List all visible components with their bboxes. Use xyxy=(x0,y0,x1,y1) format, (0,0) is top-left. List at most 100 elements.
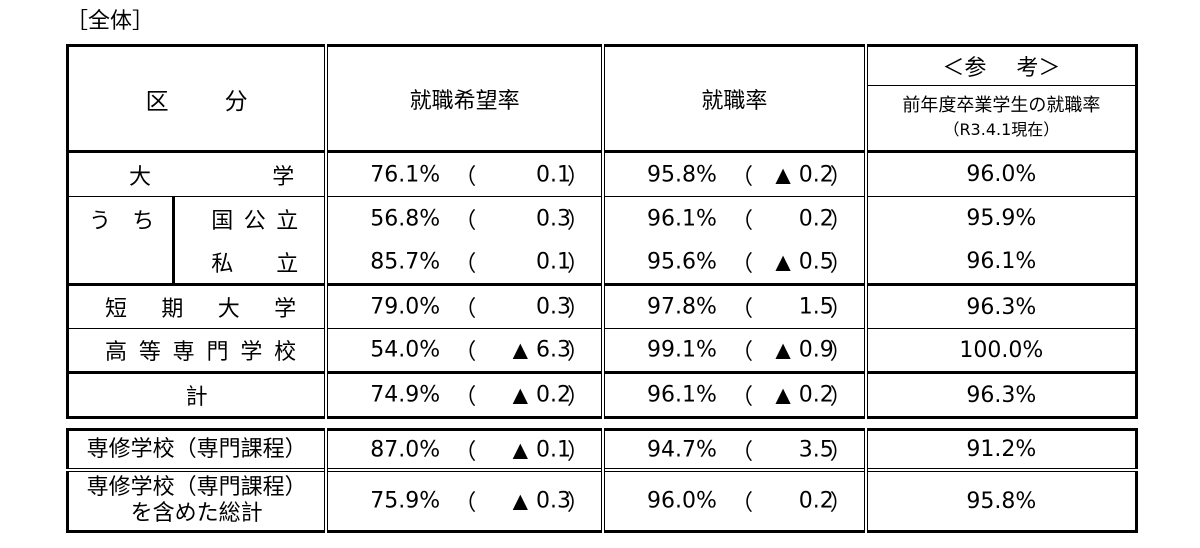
table-row-total: 計 74.9% （ ▲ 0.2 ） 96.1% （ ▲ 0.2 ） 96.3% xyxy=(67,371,1137,418)
table-row-senshu: 専修学校（専門課程） 87.0% （ ▲ 0.1 ） 94.7% （ 3.5 ） … xyxy=(68,429,1137,470)
paren-open: （ xyxy=(730,251,753,277)
row-label-line1: 専修学校（専門課程） xyxy=(86,475,307,500)
row-label: 短 期 大 学 xyxy=(67,283,327,329)
row-label-char: 国 xyxy=(211,208,234,234)
desire-diff: 0.1 xyxy=(535,162,571,187)
employment-rate-table: 区 分 就職希望率 就職率 ＜参 考＞ 前年度卒業学生の就職率 （R3.4.1現… xyxy=(66,44,1138,419)
paren-open: （ xyxy=(454,251,477,277)
row-label-char: 学 xyxy=(272,164,295,190)
table-row-grand-total: 専修学校（専門課程） を含めた総計 75.9% （ ▲ 0.3 ） 96.0% （… xyxy=(67,468,1137,532)
paren-open: （ xyxy=(730,439,753,465)
row-label-char: 高 xyxy=(105,340,128,365)
desire-rate: 56.8% xyxy=(370,206,441,231)
paren-open: （ xyxy=(454,164,477,190)
header-row: 区 分 就職希望率 就職率 ＜参 考＞ 前年度卒業学生の就職率 （R3.4.1現… xyxy=(68,45,1137,152)
paren-close: ） xyxy=(829,439,852,465)
employment-rate: 95.8% xyxy=(646,162,717,187)
vocational-school-table: 専修学校（専門課程） 87.0% （ ▲ 0.1 ） 94.7% （ 3.5 ） … xyxy=(66,428,1138,533)
row-label: 大 学 xyxy=(67,150,327,197)
uchi-char: う xyxy=(89,208,112,234)
employment-rate: 95.6% xyxy=(646,249,717,274)
paren-close: ） xyxy=(566,491,589,516)
desire-diff: 0.3 xyxy=(535,206,571,231)
reference-rate: 96.3% xyxy=(863,283,1137,329)
reference-rate: 96.0% xyxy=(863,150,1137,197)
paren-open: （ xyxy=(730,385,753,410)
desire-diff: 0.3 xyxy=(535,488,571,514)
employment-diff: 0.5 xyxy=(798,249,834,274)
reference-line2: （R3.4.1現在） xyxy=(943,120,1060,139)
employment-cell: 95.6% （ ▲ 0.5 ） xyxy=(600,240,866,285)
header-category-char: 区 xyxy=(145,88,169,115)
row-label-char: 公 xyxy=(243,208,266,234)
header-job-desire-rate: 就職希望率 xyxy=(324,45,603,152)
row-label-char: 立 xyxy=(276,208,299,234)
desire-rate: 54.0% xyxy=(370,337,441,363)
row-label-line2: を含めた総計 xyxy=(130,501,263,526)
employment-diff: 0.2 xyxy=(798,206,834,231)
reference-line1: 前年度卒業学生の就職率 xyxy=(902,95,1101,116)
desire-rate: 74.9% xyxy=(370,382,441,408)
table-row-daigaku: 大 学 76.1% （ 0.1 ） 95.8% （ ▲ 0.2 ） 96.0% xyxy=(67,150,1137,197)
paren-open: （ xyxy=(454,340,477,365)
table-row-tanki: 短 期 大 学 79.0% （ 0.3 ） 97.8% （ 1.5 ） 96.3… xyxy=(67,283,1137,329)
row-label-char: 学 xyxy=(240,340,263,365)
paren-close: ） xyxy=(566,385,589,410)
employment-cell: 97.8% （ 1.5 ） xyxy=(600,283,866,329)
employment-cell: 96.1% （ ▲ 0.2 ） xyxy=(600,371,866,418)
paren-close: ） xyxy=(829,385,852,410)
reference-rate: 96.1% xyxy=(863,240,1137,285)
desire-cell: 85.7% （ 0.1 ） xyxy=(324,240,603,285)
desire-diff: 0.3 xyxy=(535,294,571,320)
header-category-char: 分 xyxy=(224,88,248,115)
paren-open: （ xyxy=(454,208,477,234)
row-label-char: 大 xyxy=(217,297,240,322)
paren-open: （ xyxy=(730,164,753,190)
paren-open: （ xyxy=(730,491,753,516)
employment-rate: 99.1% xyxy=(646,337,717,363)
paren-close: ） xyxy=(566,297,589,322)
desire-rate: 76.1% xyxy=(370,162,441,187)
employment-rate: 96.0% xyxy=(646,488,717,514)
paren-close: ） xyxy=(566,251,589,277)
desire-cell: 56.8% （ 0.3 ） xyxy=(324,196,603,240)
paren-close: ） xyxy=(829,340,852,365)
employment-rate: 94.7% xyxy=(646,437,717,462)
uchi-char: ち xyxy=(132,208,155,234)
decrease-triangle-icon: ▲ xyxy=(512,437,528,461)
employment-diff: 3.5 xyxy=(798,437,834,462)
desire-diff: 0.1 xyxy=(535,249,571,274)
row-label-char: 短 xyxy=(105,297,128,322)
row-label-char: 立 xyxy=(276,251,299,277)
header-reference: ＜参 考＞ 前年度卒業学生の就職率 （R3.4.1現在） xyxy=(863,45,1137,152)
reference-rate: 100.0% xyxy=(863,328,1137,373)
employment-diff: 0.9 xyxy=(798,337,834,363)
employment-cell: 94.7% （ 3.5 ） xyxy=(600,429,866,470)
employment-cell: 96.0% （ 0.2 ） xyxy=(600,468,866,532)
row-label: 専修学校（専門課程） xyxy=(86,436,307,462)
desire-rate: 79.0% xyxy=(370,294,441,320)
row-label-char: 大 xyxy=(129,164,152,190)
decrease-triangle-icon: ▲ xyxy=(512,382,528,407)
paren-open: （ xyxy=(730,297,753,322)
employment-cell: 95.8% （ ▲ 0.2 ） xyxy=(600,150,866,197)
row-label-char: 校 xyxy=(274,340,297,365)
row-label-char: 等 xyxy=(138,340,161,365)
paren-close: ） xyxy=(829,297,852,322)
paren-open: （ xyxy=(454,297,477,322)
header-category: 区 分 xyxy=(68,46,327,152)
desire-cell: 54.0% （ ▲ 6.3 ） xyxy=(324,328,603,373)
reference-rate: 95.9% xyxy=(863,196,1137,240)
paren-close: ） xyxy=(566,164,589,190)
desire-cell: 76.1% （ 0.1 ） xyxy=(324,150,603,197)
desire-diff: 0.2 xyxy=(535,382,571,408)
reference-title-part: ＜参 xyxy=(942,56,987,81)
desire-cell: 74.9% （ ▲ 0.2 ） xyxy=(324,371,603,418)
table-row-kokkouritsu: う ち 国 公 立 56.8% （ 0.3 ） 96.1% （ 0.2 xyxy=(67,196,1137,240)
row-label-char: 門 xyxy=(206,340,229,365)
reference-rate: 91.2% xyxy=(863,429,1137,470)
paren-close: ） xyxy=(566,340,589,365)
desire-cell: 79.0% （ 0.3 ） xyxy=(324,283,603,329)
header-employment-rate: 就職率 xyxy=(600,45,866,152)
reference-rate: 96.3% xyxy=(863,371,1137,418)
